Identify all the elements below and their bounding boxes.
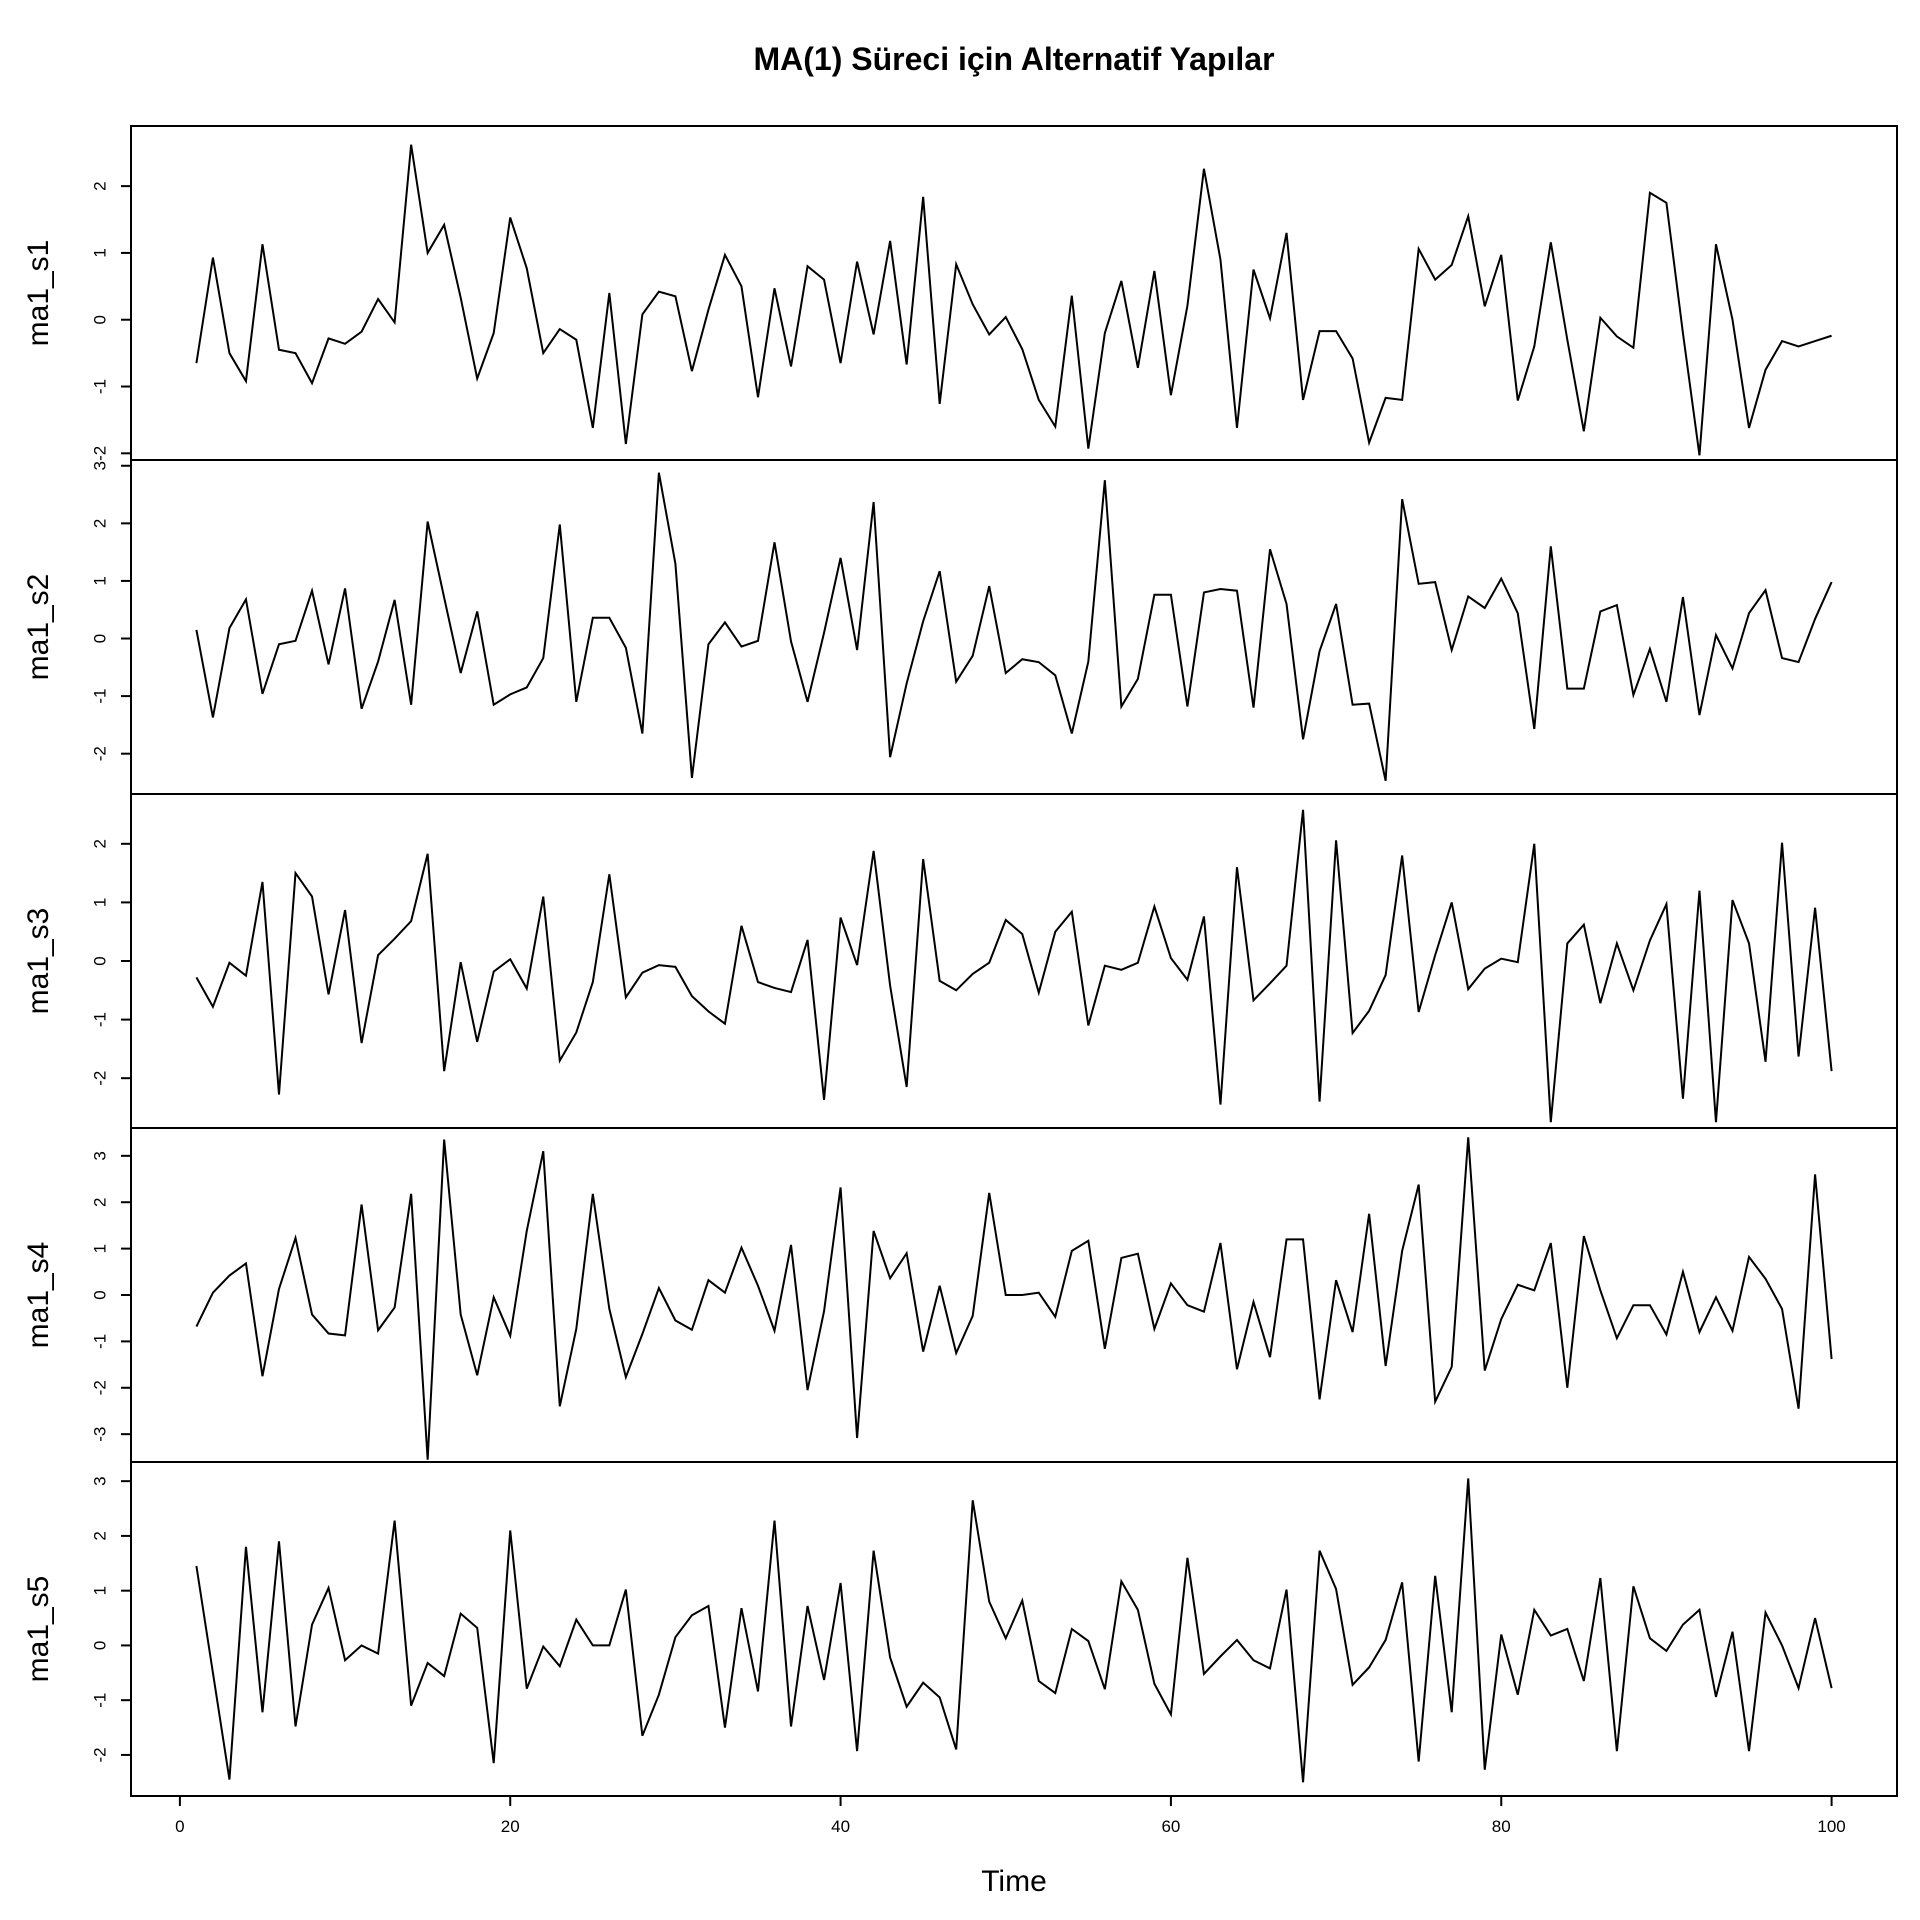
- panel-ma1_s5: -2 -1 0 1 2 3 ma1_s5: [22, 1461, 1898, 1797]
- y-axis-label: ma1_s5: [22, 1576, 55, 1683]
- panel-frame: [130, 459, 1898, 795]
- y-tick-label: 1: [90, 1244, 109, 1253]
- y-axis-label: ma1_s2: [22, 574, 55, 681]
- x-tick-label: 60: [1161, 1817, 1180, 1836]
- y-tick-label: 2: [90, 839, 109, 848]
- y-tick-label: 2: [90, 181, 109, 190]
- y-tick-label: -1: [90, 379, 109, 394]
- series-line-ma1_s3: [195, 809, 1833, 1123]
- y-tick-label: -2: [90, 1071, 109, 1086]
- y-axis-label: ma1_s1: [22, 240, 55, 347]
- y-tick-label: 0: [90, 315, 109, 324]
- panel-frame: [130, 793, 1898, 1129]
- y-tick-label: 0: [90, 956, 109, 965]
- y-axis-label: ma1_s4: [22, 1242, 55, 1349]
- y-tick-label: -2: [90, 446, 109, 461]
- x-tick-label: 0: [175, 1817, 184, 1836]
- y-tick-label: 1: [90, 1586, 109, 1595]
- y-tick-label: -1: [90, 1693, 109, 1708]
- y-tick-label: 0: [90, 1290, 109, 1299]
- x-tick-label: 80: [1492, 1817, 1511, 1836]
- series-line-ma1_s2: [195, 472, 1833, 781]
- series-line-ma1_s5: [195, 1478, 1833, 1783]
- y-tick-label: 3: [90, 1476, 109, 1485]
- panel-ma1_s1: -2 -1 0 1 2 ma1_s1: [22, 125, 1898, 461]
- y-tick-label: 2: [90, 1197, 109, 1206]
- y-tick-label: -2: [90, 1747, 109, 1762]
- y-tick-label: 2: [90, 519, 109, 528]
- y-tick-label: -1: [90, 689, 109, 704]
- y-tick-label: 1: [90, 248, 109, 257]
- y-tick-label: 1: [90, 576, 109, 585]
- panel-ma1_s4: -3 -2 -1 0 1 2 3 ma1_s4: [22, 1127, 1898, 1463]
- y-tick-label: -1: [90, 1012, 109, 1027]
- y-tick-label: 1: [90, 898, 109, 907]
- panels: -2 -1 0 1 2 ma1_s1 -2 -1 0 1 2 3 ma1_s2 -2 -1 0 1 2 ma1_s3…: [22, 125, 1898, 1797]
- x-tick-label: 100: [1817, 1817, 1845, 1836]
- series-line-ma1_s4: [195, 1137, 1833, 1460]
- x-axis-label: Time: [981, 1865, 1047, 1898]
- y-axis-label: ma1_s3: [22, 908, 55, 1015]
- panel-ma1_s2: -2 -1 0 1 2 3 ma1_s2: [22, 459, 1898, 795]
- x-tick-label: 20: [501, 1817, 520, 1836]
- y-tick-label: 0: [90, 1641, 109, 1650]
- y-tick-label: -3: [90, 1427, 109, 1442]
- y-tick-label: 3: [90, 461, 109, 470]
- x-tick-label: 40: [831, 1817, 850, 1836]
- chart-title: MA(1) Süreci için Alternatif Yapılar: [753, 41, 1274, 77]
- series-line-ma1_s1: [195, 144, 1832, 456]
- x-axis: 0 20 40 60 80 100: [175, 1796, 1846, 1836]
- y-tick-label: -2: [90, 746, 109, 761]
- y-tick-label: -1: [90, 1334, 109, 1349]
- y-tick-label: 3: [90, 1151, 109, 1160]
- panel-frame: [130, 125, 1898, 461]
- y-tick-label: 2: [90, 1531, 109, 1540]
- y-tick-label: 0: [90, 634, 109, 643]
- panel-frame: [130, 1461, 1898, 1797]
- y-tick-label: -2: [90, 1380, 109, 1395]
- panel-ma1_s3: -2 -1 0 1 2 ma1_s3: [22, 793, 1898, 1129]
